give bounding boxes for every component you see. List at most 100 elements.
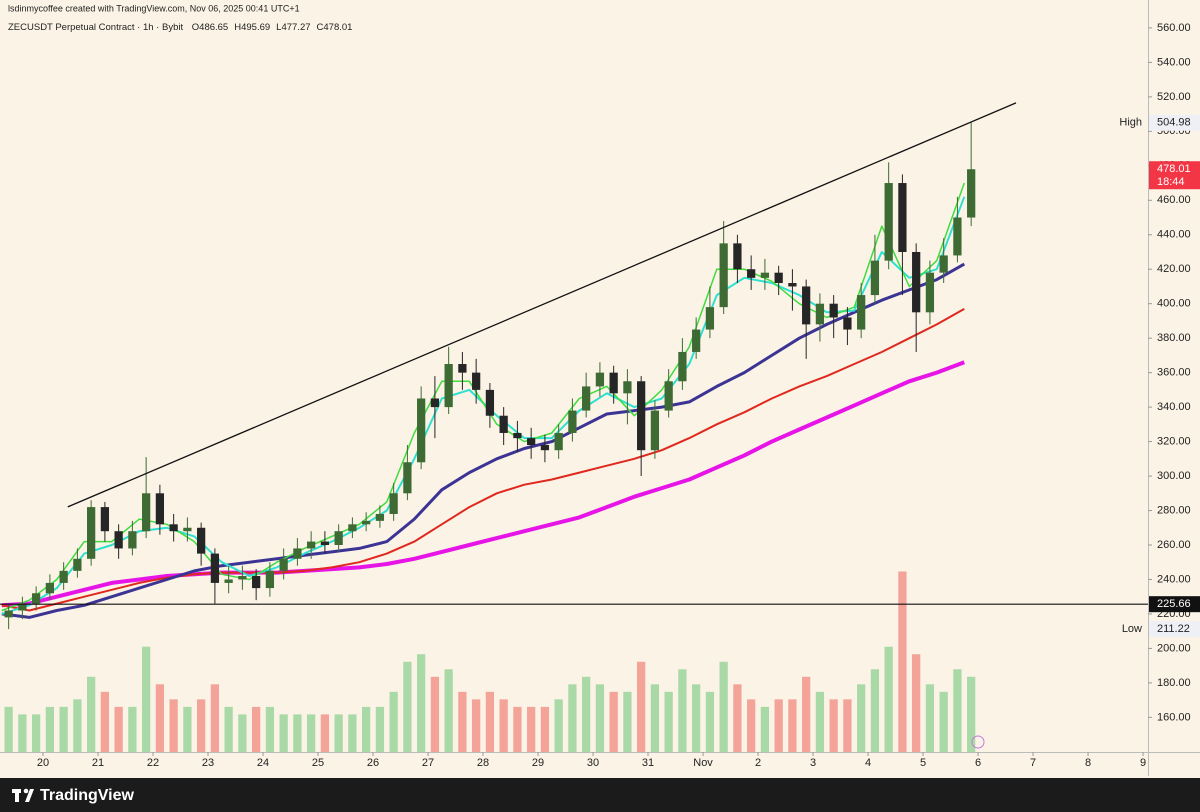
y-tick-label: 300.00 (1157, 470, 1191, 482)
volume-bar (499, 699, 508, 752)
y-tick-label: 240.00 (1157, 573, 1191, 585)
candle-body (898, 183, 907, 252)
candle-body (279, 558, 288, 571)
volume-bar (540, 706, 550, 752)
candle-body (650, 410, 660, 451)
candle-body (252, 576, 261, 589)
high-value: 504.98 (1157, 117, 1191, 129)
price-value: 478.01 (1157, 163, 1191, 175)
ohlc-key: O (192, 22, 199, 33)
volume-bar (733, 684, 742, 752)
candle-body (238, 576, 247, 580)
candle-body (953, 217, 962, 256)
candle-body (114, 531, 123, 549)
footer-brand: TradingView (40, 787, 135, 804)
candle-body (733, 243, 742, 270)
volume-bar (912, 654, 921, 752)
volume-bar (747, 699, 756, 752)
volume-bar (59, 706, 68, 752)
candle-body (210, 553, 220, 583)
candle-body (375, 513, 385, 521)
candle-body (45, 582, 55, 594)
y-tick-label: 460.00 (1157, 194, 1191, 206)
ohlc-value: 495.69 (241, 22, 270, 33)
volume-bar (802, 676, 811, 752)
ohlc-key: C (317, 22, 324, 33)
volume-bar (650, 684, 660, 752)
candle-body (389, 493, 398, 514)
volume-bar (870, 669, 880, 752)
x-tick-label: 8 (1085, 757, 1091, 769)
x-tick-label: 7 (1030, 757, 1036, 769)
candle-body (513, 432, 522, 439)
volume-bar (554, 699, 563, 752)
candle-body (18, 603, 27, 611)
moving-average (1, 360, 966, 608)
candle-body (197, 527, 206, 554)
x-tick-label: 24 (257, 757, 269, 769)
y-tick-label: 280.00 (1157, 504, 1191, 516)
volume-bar (334, 714, 343, 752)
candle-body (265, 570, 275, 589)
x-tick-label: Nov (693, 757, 713, 769)
x-tick-label: 23 (202, 757, 214, 769)
candle-body (829, 303, 838, 318)
candle-body (925, 272, 935, 313)
volume-bar (857, 684, 866, 752)
volume-bar (87, 676, 96, 752)
volume-bar (307, 714, 316, 752)
candle-body (788, 283, 797, 287)
footer-logo (12, 788, 34, 802)
candle-body (857, 295, 866, 330)
volume-bar (609, 691, 618, 752)
volume-bar (128, 706, 137, 752)
x-tick-label: 4 (865, 757, 871, 769)
y-tick-label: 360.00 (1157, 367, 1191, 379)
x-tick-label: 20 (37, 757, 49, 769)
volume-bar (238, 714, 247, 752)
x-tick-label: 21 (92, 757, 104, 769)
x-tick-label: 3 (810, 757, 816, 769)
candle-body (307, 541, 316, 549)
volume-bar (375, 706, 385, 752)
volume-bar (939, 691, 948, 752)
volume-bar (843, 699, 852, 752)
candle-body (320, 541, 330, 545)
volume-bar (73, 699, 82, 752)
volume-bar (637, 661, 646, 752)
y-tick-label: 160.00 (1157, 711, 1191, 723)
volume-bar (183, 706, 192, 752)
volume-bar (967, 676, 976, 752)
volume-bar (4, 706, 13, 752)
y-tick-label: 520.00 (1157, 91, 1191, 103)
alert-icon[interactable] (971, 735, 985, 749)
volume-bar (513, 706, 522, 752)
volume-bar (595, 684, 605, 752)
credit: lsdinmycoffee created with TradingView.c… (8, 3, 300, 13)
candle-body (32, 593, 41, 604)
hline-label: 225.66 (1157, 598, 1191, 610)
y-tick-label: 320.00 (1157, 435, 1191, 447)
volume-bar (719, 661, 728, 752)
high-label-box (1149, 114, 1200, 131)
volume-bar (417, 654, 426, 752)
y-tick-label: 400.00 (1157, 298, 1191, 310)
volume-bar (774, 699, 783, 752)
candle-body (169, 524, 178, 532)
y-tick-label: 420.00 (1157, 263, 1191, 275)
candle-body (582, 386, 591, 411)
volume-bar (485, 691, 495, 752)
volume-bar (362, 706, 371, 752)
y-tick-label: 260.00 (1157, 539, 1191, 551)
ohlc-value: 477.27 (281, 22, 310, 33)
candle-body (692, 329, 701, 352)
ohlc-key: L (276, 22, 281, 33)
moving-average (1, 308, 965, 612)
x-tick-label: 28 (477, 757, 489, 769)
candle-body (444, 364, 453, 408)
volume-bar (224, 706, 233, 752)
candle-body (623, 381, 632, 394)
candle-body (334, 531, 343, 545)
y-tick-label: 540.00 (1157, 56, 1191, 68)
volume-bar (389, 691, 398, 752)
